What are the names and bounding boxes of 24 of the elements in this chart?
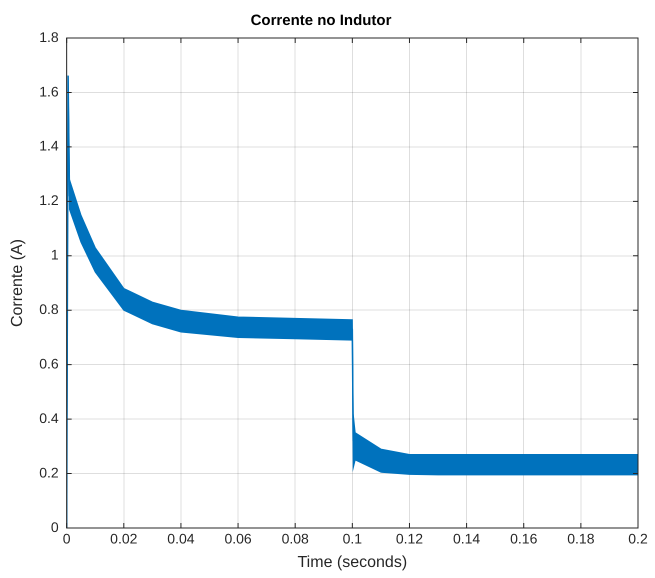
y-tick-label: 0.4: [39, 410, 59, 426]
y-tick-label: 1.6: [39, 83, 59, 100]
chart-title: Corrente no Indutor: [250, 12, 392, 30]
y-tick-label: 0: [50, 518, 59, 535]
x-tick-label: 0.12: [396, 530, 424, 546]
y-axis-title: Corrente (A): [9, 238, 26, 328]
x-tick-label: 0.06: [224, 530, 252, 546]
x-tick-label: 0.2: [628, 530, 648, 546]
x-tick-label: 0.1: [342, 530, 362, 546]
y-tick-label: 0.8: [39, 301, 59, 318]
x-tick-label: 0.16: [510, 530, 538, 546]
x-tick-label: 0.14: [452, 530, 480, 546]
x-tick-label: 0.04: [167, 530, 195, 546]
x-tick-label: 0.18: [567, 530, 595, 546]
x-axis-title: Time (seconds): [298, 554, 408, 571]
y-tick-label: 1.4: [39, 138, 59, 154]
y-tick-label: 0.6: [39, 356, 59, 372]
x-tick-label: 0.08: [282, 530, 310, 546]
y-tick-label: 1.8: [39, 28, 59, 45]
y-tick-label: 0.2: [39, 464, 59, 480]
y-tick-label: 1: [50, 246, 59, 263]
x-tick-label: 0.02: [110, 530, 138, 546]
x-tick-label: 0: [62, 530, 71, 546]
y-tick-label: 1.2: [39, 192, 59, 208]
